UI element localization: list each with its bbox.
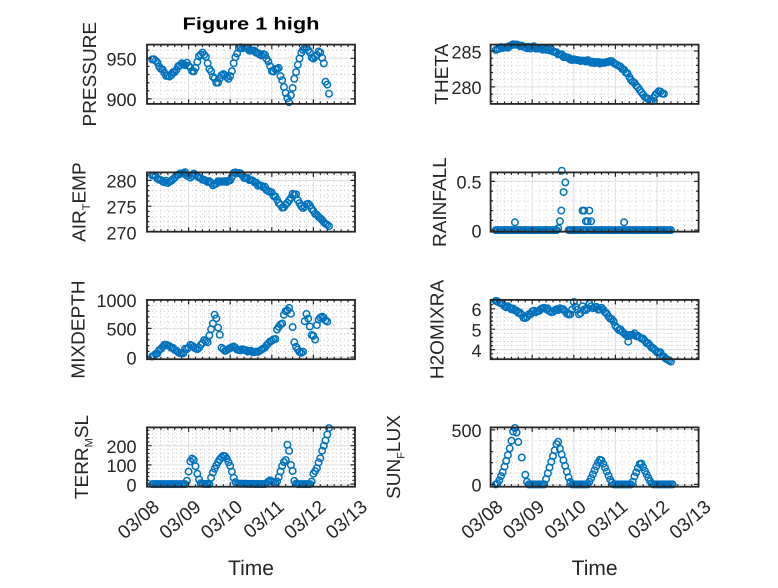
svg-text:0: 0 xyxy=(126,475,136,495)
svg-text:0.5: 0.5 xyxy=(456,173,481,193)
svg-text:950: 950 xyxy=(106,50,136,70)
svg-text:SUNF​LUX: SUNF​LUX xyxy=(384,415,408,499)
svg-text:0: 0 xyxy=(126,348,136,368)
svg-text:5: 5 xyxy=(471,321,481,341)
svg-text:280: 280 xyxy=(106,172,136,192)
svg-text:285: 285 xyxy=(451,42,481,62)
svg-text:900: 900 xyxy=(106,90,136,110)
svg-text:275: 275 xyxy=(106,198,136,218)
svg-text:6: 6 xyxy=(471,300,481,320)
svg-text:THETA: THETA xyxy=(432,43,453,104)
svg-text:Time: Time xyxy=(228,557,274,580)
svg-text:Time: Time xyxy=(572,557,618,580)
svg-text:1000: 1000 xyxy=(96,291,136,311)
svg-text:270: 270 xyxy=(106,223,136,243)
svg-text:TERRM​SL: TERRM​SL xyxy=(72,415,96,499)
svg-text:4: 4 xyxy=(471,341,481,361)
svg-text:100: 100 xyxy=(106,456,136,476)
svg-text:RAINFALL: RAINFALL xyxy=(430,157,451,247)
svg-text:500: 500 xyxy=(451,421,481,441)
svg-text:0: 0 xyxy=(471,221,481,241)
svg-text:200: 200 xyxy=(106,437,136,457)
svg-text:0: 0 xyxy=(471,476,481,496)
svg-text:PRESSURE: PRESSURE xyxy=(80,22,101,127)
svg-text:280: 280 xyxy=(451,78,481,98)
svg-text:Figure 1 high: Figure 1 high xyxy=(183,14,320,34)
svg-text:MIXDEPTH: MIXDEPTH xyxy=(69,280,90,378)
svg-text:500: 500 xyxy=(106,320,136,340)
svg-text:AIRT​EMP: AIRT​EMP xyxy=(70,162,94,242)
svg-text:H2OMIXRA: H2OMIXRA xyxy=(428,280,449,380)
